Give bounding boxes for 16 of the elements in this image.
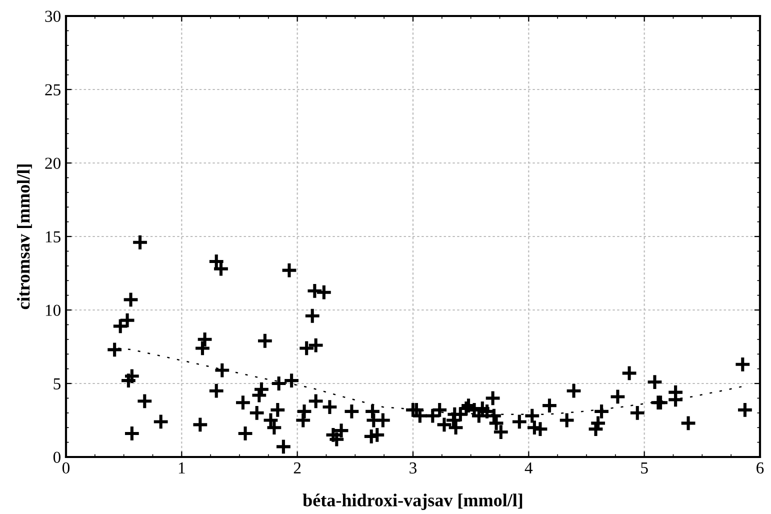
- y-tick-label: 30: [45, 10, 61, 22]
- x-tick-label: 0: [62, 462, 70, 474]
- y-tick-label: 5: [54, 378, 60, 390]
- x-tick-label: 6: [756, 462, 764, 474]
- x-tick-label: 5: [641, 462, 648, 474]
- y-tick-label: 0: [53, 452, 61, 463]
- x-tick-label: 1: [178, 462, 185, 474]
- y-axis-title: citromsav [mmol/l]: [16, 164, 32, 310]
- x-axis-title: béta-hidroxi-vajsav [mmol/l]: [302, 494, 522, 510]
- y-tick-label: 25: [45, 84, 60, 96]
- y-tick-label: 15: [46, 231, 60, 242]
- x-tick-label: 4: [524, 462, 533, 474]
- x-tick-label: 2: [294, 462, 301, 474]
- x-tick-label: 3: [410, 462, 417, 474]
- y-tick-label: 10: [46, 304, 61, 316]
- y-tick-label: 20: [45, 158, 61, 169]
